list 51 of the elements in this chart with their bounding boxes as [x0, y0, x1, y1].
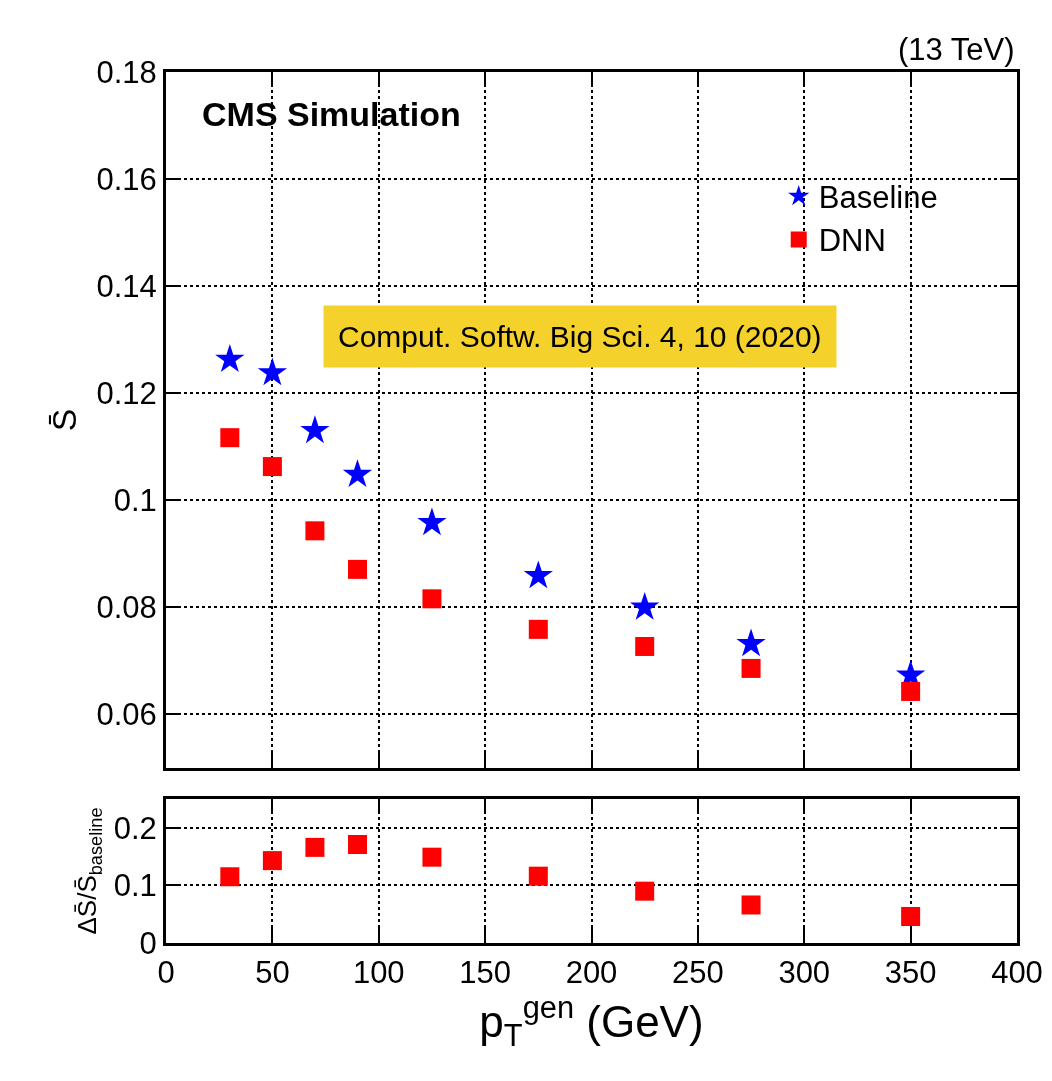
- legend-label: DNN: [818, 223, 886, 259]
- x-tick-label: 250: [672, 955, 724, 991]
- x-tick-label: 150: [459, 955, 511, 991]
- text: (13 TeV): [898, 32, 1015, 67]
- point: [347, 835, 367, 854]
- point: [741, 658, 761, 678]
- point: [523, 560, 553, 589]
- point: [736, 628, 766, 657]
- point: [901, 907, 921, 926]
- y-tick-label: 0.16: [96, 161, 157, 197]
- y-tick-label: 0.14: [96, 269, 157, 304]
- y-tick-label: 0.1: [113, 483, 157, 519]
- point: [741, 895, 761, 915]
- x-tick-label: 200: [565, 955, 618, 991]
- x-tick-label: 100: [352, 955, 405, 991]
- y-tick-label: 0.18: [96, 54, 157, 90]
- point: [300, 415, 330, 444]
- point: [215, 344, 245, 372]
- point: [422, 589, 442, 609]
- point: [220, 867, 240, 887]
- x-tick-label: 50: [255, 955, 290, 991]
- point: [635, 636, 655, 656]
- point: [901, 681, 921, 701]
- point: [528, 866, 548, 886]
- point: [635, 881, 655, 901]
- y-tick-label: 0: [139, 925, 157, 961]
- x-tick-label: 300: [778, 955, 831, 991]
- y-axis-title: S̄: [45, 408, 84, 432]
- point: [347, 559, 367, 579]
- annotation: Comput. Softw. Big Sci. 4, 10 (2020): [338, 320, 822, 353]
- point: [262, 457, 282, 477]
- x-tick-label: 350: [884, 955, 937, 991]
- point: [262, 851, 282, 871]
- point: [305, 837, 325, 857]
- point: [257, 357, 288, 386]
- legend-label: Baseline: [818, 180, 938, 216]
- point: [630, 591, 660, 620]
- point: [220, 428, 240, 448]
- point: [417, 507, 447, 536]
- y-tick-label: 0.12: [96, 376, 157, 412]
- x-tick-label: 400: [991, 955, 1043, 991]
- y-tick-label: 0.1: [113, 868, 157, 904]
- y-tick-label: 0.2: [113, 810, 157, 846]
- annotation: CMS Simulation: [202, 95, 461, 133]
- x-axis-title: p$_{T}$$^{gen}$ (GeV): [479, 990, 704, 1053]
- point: [342, 459, 373, 488]
- y-tick-label: 0.06: [96, 697, 157, 733]
- point: [422, 847, 442, 867]
- point: [528, 619, 548, 639]
- point: [305, 521, 325, 541]
- y-tick-label: 0.08: [96, 590, 157, 626]
